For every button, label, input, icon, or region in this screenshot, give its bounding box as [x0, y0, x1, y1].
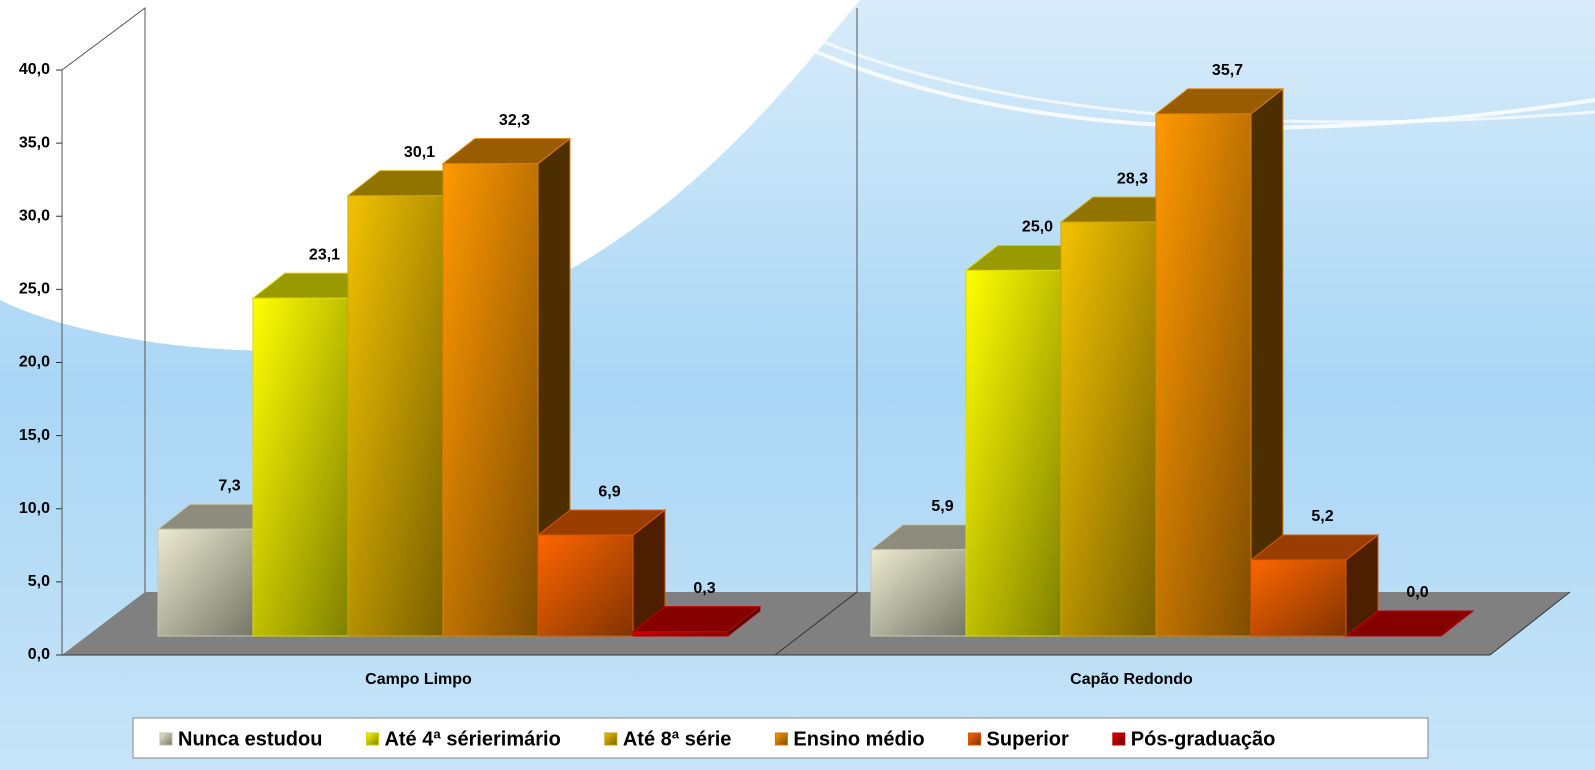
legend-label: Nunca estudou	[178, 728, 322, 750]
data-label: 28,3	[1117, 170, 1148, 187]
data-label: 5,9	[931, 498, 953, 515]
y-tick-label: 35,0	[19, 134, 50, 151]
y-tick-label: 25,0	[19, 281, 50, 298]
bar	[1060, 221, 1157, 637]
y-tick-label: 40,0	[19, 61, 50, 78]
y-tick-label: 10,0	[19, 500, 50, 517]
legend-label: Ensino médio	[793, 728, 924, 750]
data-label: 25,0	[1022, 219, 1053, 236]
y-tick-label: 15,0	[19, 427, 50, 444]
legend-swatch	[365, 732, 379, 746]
floor-edge	[1489, 591, 1571, 656]
y-tick-label: 0,0	[28, 646, 50, 663]
legend-label: Pós-graduação	[1131, 728, 1275, 750]
data-label: 0,3	[693, 580, 715, 597]
data-label: 23,1	[309, 246, 340, 263]
x-tick-label: Campo Limpo	[365, 671, 472, 688]
bar	[157, 528, 254, 637]
bar	[965, 269, 1062, 637]
data-label: 32,3	[499, 112, 530, 129]
legend-swatch	[159, 732, 173, 746]
data-label: 0,0	[1406, 584, 1428, 601]
bar-top	[1344, 610, 1475, 637]
data-label: 6,9	[598, 483, 620, 500]
data-label: 7,3	[218, 477, 240, 494]
legend-swatch	[1112, 732, 1126, 746]
data-label: 35,7	[1212, 62, 1243, 79]
legend-label: Até 4ª sérierimário	[384, 728, 560, 750]
legend-swatch	[968, 732, 982, 746]
y-tick-label: 5,0	[28, 573, 50, 590]
bar	[870, 549, 967, 637]
legend-label: Até 8ª série	[623, 728, 732, 750]
bar	[347, 195, 444, 637]
data-label: 30,1	[404, 144, 435, 161]
bar	[252, 297, 349, 637]
bar	[1250, 559, 1347, 637]
y-tick-label: 30,0	[19, 207, 50, 224]
bar	[632, 631, 729, 637]
swoosh-line	[739, 0, 1595, 124]
floor-divider	[774, 591, 858, 656]
data-label: 5,2	[1311, 508, 1333, 525]
legend-label: Superior	[987, 728, 1069, 750]
legend-swatch	[604, 732, 618, 746]
bar	[442, 163, 539, 637]
bar	[1155, 113, 1252, 637]
bar	[537, 534, 634, 637]
legend-swatch	[774, 732, 788, 746]
y-tick-label: 20,0	[19, 354, 50, 371]
x-tick-label: Capão Redondo	[1070, 671, 1193, 688]
